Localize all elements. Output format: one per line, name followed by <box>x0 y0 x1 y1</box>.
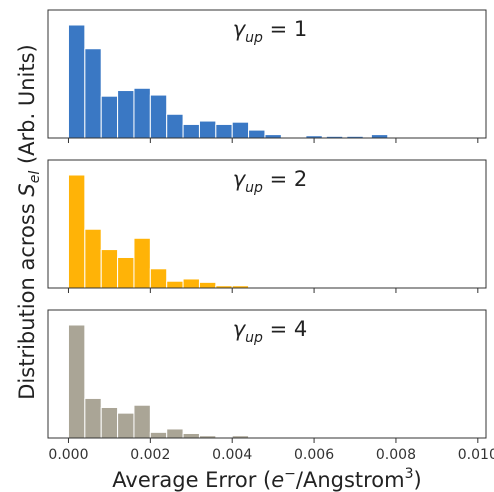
histogram-bar <box>100 406 119 439</box>
histogram-bar <box>182 123 200 139</box>
x-tick-label: 0.002 <box>130 447 170 463</box>
histogram-bar <box>133 237 151 289</box>
panel-label: γup = 4 <box>233 317 308 346</box>
x-axis-label: Average Error (e−/Angstrom3) <box>112 466 421 492</box>
panel-frame <box>47 9 487 139</box>
histogram-bar <box>133 404 151 439</box>
histogram-bar <box>100 249 119 289</box>
histogram-bar <box>182 432 200 439</box>
histogram-bar <box>166 280 184 289</box>
x-tick-label: 0.004 <box>212 447 252 463</box>
histogram-bar <box>149 94 168 139</box>
x-tick-label: 0.010 <box>458 447 494 463</box>
x-tick-label: 0.006 <box>294 447 334 463</box>
histogram-bar <box>166 428 184 439</box>
histogram-panel-1: γup = 1 <box>47 9 487 143</box>
histogram-bar <box>117 412 135 439</box>
histogram-bar <box>67 174 86 289</box>
panel-frame <box>47 309 487 439</box>
histogram-bar <box>231 121 250 139</box>
y-axis-label: Distribution across Sel (Arb. Units) <box>15 44 43 399</box>
panel-label: γup = 1 <box>233 17 308 46</box>
histogram-bar <box>117 256 135 289</box>
histogram-bar <box>67 24 86 139</box>
histogram-bar <box>182 278 200 289</box>
histogram-bar <box>84 397 102 439</box>
histogram-bar <box>248 129 266 139</box>
histogram-bar <box>149 431 168 439</box>
histogram-bar <box>215 123 233 139</box>
x-tick-label: 0.000 <box>48 447 88 463</box>
histogram-bar <box>133 87 151 139</box>
histogram-bar <box>198 281 217 289</box>
histogram-panel-3: γup = 4 <box>47 309 487 443</box>
x-tick-label: 0.008 <box>376 447 416 463</box>
histogram-bar <box>264 134 282 139</box>
histogram-bar <box>84 48 102 139</box>
histogram-bar-outlier <box>370 134 389 139</box>
panel-label: γup = 2 <box>233 167 308 196</box>
histogram-bar <box>198 120 217 139</box>
histogram-panel-2: γup = 2 <box>47 159 487 293</box>
x-axis: 0.000 0.002 0.004 0.006 0.008 0.010 <box>48 447 494 463</box>
histogram-bar <box>166 113 184 139</box>
histogram-bar <box>149 268 168 289</box>
histogram-bar <box>117 90 135 139</box>
histogram-bar <box>100 95 119 139</box>
panel-frame <box>47 159 487 289</box>
histogram-panels: γup = 1 γup = 2 γup = 4 <box>47 9 487 443</box>
histogram-bar <box>67 324 86 439</box>
histogram-bar <box>84 228 102 289</box>
